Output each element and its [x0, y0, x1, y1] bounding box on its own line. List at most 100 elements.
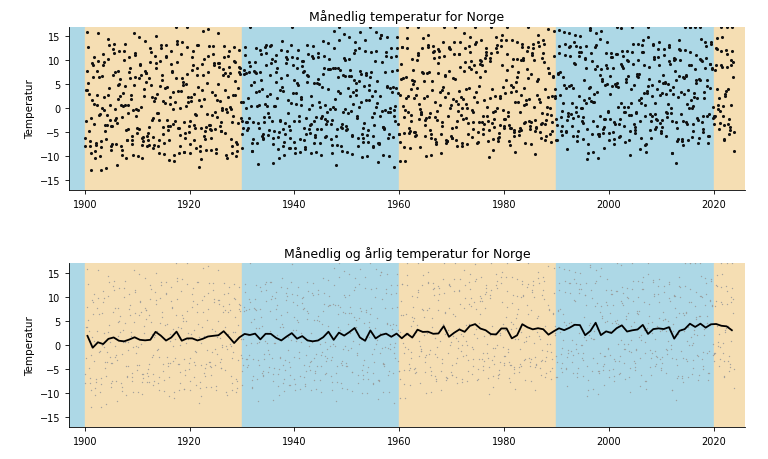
Point [164, 337, 176, 345]
Point [184, 141, 196, 148]
Point [224, 343, 237, 350]
Point [476, 126, 488, 134]
Point [386, 54, 398, 62]
Point [467, 345, 479, 353]
Point [718, 358, 730, 365]
Point [654, 356, 667, 364]
Point [539, 121, 551, 129]
Point [667, 386, 679, 394]
Point [520, 97, 532, 104]
Point [357, 139, 369, 146]
Point [359, 37, 371, 45]
Point [453, 287, 465, 294]
Point [163, 137, 175, 144]
Point [314, 362, 326, 369]
Point [654, 328, 666, 336]
Point [180, 339, 192, 347]
Point [344, 67, 356, 74]
Point [633, 97, 645, 105]
Point [610, 83, 622, 90]
Point [601, 301, 613, 308]
Point [102, 36, 114, 43]
Point [580, 65, 592, 73]
Point [609, 121, 621, 129]
Point [161, 353, 174, 361]
Point [79, 380, 91, 387]
Point [600, 62, 612, 69]
Point [572, 350, 584, 357]
Point [351, 351, 363, 358]
Point [242, 95, 254, 102]
Point [598, 145, 610, 152]
Point [103, 85, 115, 92]
Point [372, 395, 384, 403]
Point [462, 368, 474, 375]
Point [655, 366, 667, 374]
Point [442, 113, 454, 121]
Point [603, 130, 615, 137]
Point [252, 120, 264, 127]
Point [511, 56, 523, 64]
Point [529, 151, 541, 158]
Point [473, 319, 485, 327]
Point [303, 358, 316, 366]
Point [358, 356, 370, 364]
Point [722, 357, 734, 364]
Point [188, 373, 200, 381]
Point [167, 158, 180, 166]
Point [228, 59, 240, 67]
Point [610, 51, 622, 58]
Point [523, 354, 535, 362]
Point [371, 314, 383, 322]
Point [441, 375, 453, 382]
Point [709, 350, 721, 357]
Point [614, 369, 626, 377]
Point [343, 56, 356, 63]
Point [626, 50, 638, 57]
Point [695, 273, 707, 280]
Point [336, 384, 348, 392]
Point [720, 325, 732, 332]
Point [601, 81, 614, 89]
Point [704, 61, 717, 68]
Point [303, 73, 315, 81]
Point [464, 34, 476, 41]
Point [470, 69, 482, 77]
Point [306, 55, 319, 62]
Point [419, 153, 432, 160]
Point [280, 290, 292, 297]
Point [588, 99, 600, 106]
Point [289, 145, 301, 152]
Point [204, 363, 217, 370]
Point [391, 34, 403, 42]
Point [221, 95, 233, 102]
Point [196, 61, 208, 68]
Point [301, 279, 313, 286]
Point [138, 93, 151, 101]
Point [227, 59, 240, 66]
Point [482, 113, 494, 120]
Point [406, 86, 418, 93]
Point [501, 24, 513, 31]
Point [535, 358, 548, 365]
Point [106, 378, 118, 385]
Point [511, 74, 524, 82]
Point [145, 94, 157, 101]
Point [584, 84, 596, 91]
Point [284, 371, 296, 379]
Point [663, 45, 675, 52]
Point [361, 132, 373, 140]
Point [134, 72, 147, 79]
Point [636, 42, 648, 50]
Point [485, 86, 498, 94]
Point [149, 53, 161, 60]
Point [722, 86, 734, 94]
Point [237, 308, 250, 315]
Point [206, 112, 218, 119]
Point [358, 319, 370, 327]
Point [444, 105, 456, 112]
Point [356, 154, 368, 161]
Point [266, 397, 279, 404]
Point [202, 263, 214, 270]
Point [211, 82, 223, 89]
